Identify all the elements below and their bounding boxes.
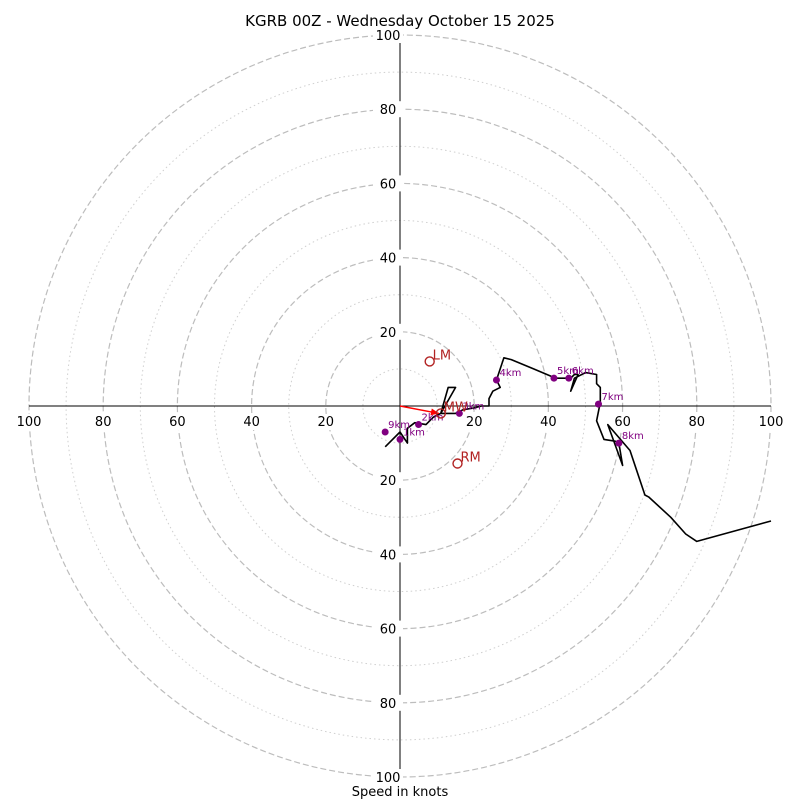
tick-labels: 100 80 60 40 20 20 40 60 80 100100806040202040608…	[15, 27, 785, 786]
x-tick-label: 60	[169, 415, 186, 430]
x-tick-bg	[163, 414, 192, 430]
y-tick-label: 20	[380, 474, 397, 489]
km-marker-dot	[455, 409, 463, 417]
km-marker-label: 8km	[622, 431, 644, 442]
km-marker-label: 2km	[422, 413, 444, 424]
x-tick-label: 80	[689, 415, 706, 430]
x-axis-label: Speed in knots	[352, 785, 449, 800]
y-tick-label: 80	[380, 697, 397, 712]
y-tick-label: 60	[380, 623, 397, 638]
y-tick-label: 20	[380, 326, 397, 341]
x-tick-bg	[608, 414, 637, 430]
y-tick-bg	[373, 175, 403, 192]
x-tick-bg	[237, 414, 266, 430]
x-tick-label: 20	[466, 415, 483, 430]
x-tick-label: 40	[243, 415, 260, 430]
y-tick-label: 40	[380, 548, 397, 563]
storm-motion-marker	[452, 458, 463, 469]
x-tick-bg	[89, 414, 118, 430]
x-tick-bg	[682, 414, 711, 430]
km-marker-dot	[415, 421, 423, 429]
y-tick-bg	[373, 769, 403, 785]
y-tick-label: 60	[380, 177, 397, 192]
y-tick-bg	[373, 546, 403, 563]
x-tick-label: 100	[759, 415, 784, 430]
storm-motion-label: LM	[433, 348, 451, 363]
y-tick-bg	[373, 249, 403, 266]
y-tick-label: 100	[376, 29, 401, 44]
x-tick-bg	[757, 414, 785, 430]
y-tick-bg	[373, 694, 403, 711]
km-marker-dot	[492, 376, 500, 384]
hodograph-trace	[384, 356, 772, 543]
km-marker-label: 1km	[403, 427, 425, 438]
km-marker-label: 4km	[499, 368, 521, 379]
km-marker-dot	[396, 435, 404, 443]
storm-motion-markers: LM RM MW	[424, 348, 481, 469]
x-tick-label: 60	[614, 415, 631, 430]
storm-motion-marker	[424, 356, 435, 367]
hodograph-line	[384, 356, 772, 543]
y-tick-label: 40	[380, 252, 397, 267]
x-tick-label: 20	[318, 415, 335, 430]
x-tick-bg	[534, 414, 563, 430]
x-tick-label: 100	[17, 415, 42, 430]
y-tick-label: 80	[380, 103, 397, 118]
storm-motion-marker	[435, 408, 447, 419]
y-tick-label: 100	[376, 771, 401, 786]
storm-motion-label: RM	[461, 451, 481, 466]
km-marker-label: 9km	[388, 420, 410, 431]
y-tick-bg	[373, 472, 403, 489]
x-tick-label: 40	[540, 415, 557, 430]
x-tick-bg	[460, 414, 489, 430]
km-marker-dot	[565, 374, 573, 382]
storm-motion-label: MW	[444, 400, 468, 415]
y-tick-bg	[373, 101, 403, 118]
km-marker-label: 6km	[572, 366, 594, 377]
chart-title: KGRB 00Z - Wednesday October 15 2025	[245, 12, 555, 30]
km-marker-label: 7km	[601, 392, 623, 403]
km-marker-label: 3km	[462, 401, 484, 412]
km-marker-dot	[550, 374, 558, 382]
km-marker-dot	[594, 400, 602, 408]
y-tick-bg	[373, 323, 403, 340]
y-tick-bg	[373, 620, 403, 637]
km-marker-dot	[615, 439, 623, 447]
x-tick-label: 80	[95, 415, 112, 430]
y-tick-bg	[373, 27, 403, 43]
x-tick-bg	[311, 414, 340, 430]
km-marker-dot	[381, 428, 389, 436]
km-marker-label: 5km	[557, 366, 579, 377]
x-tick-bg	[15, 414, 43, 430]
